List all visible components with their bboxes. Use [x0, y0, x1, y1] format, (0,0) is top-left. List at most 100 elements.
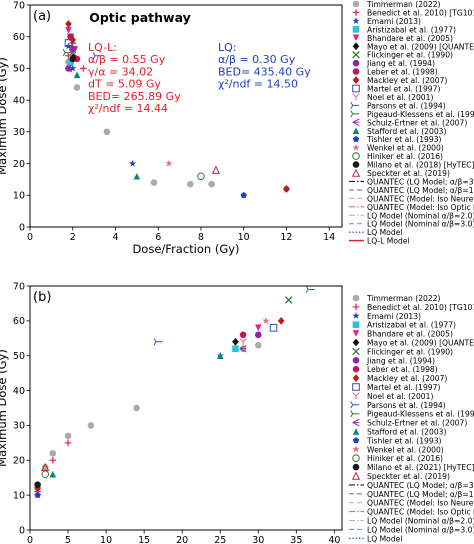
legend-marker — [350, 101, 360, 109]
data-point — [232, 337, 239, 346]
legend-marker — [352, 347, 360, 356]
data-point — [239, 338, 247, 346]
legend-marker — [352, 17, 360, 24]
legend-label: Flickinger et al. (1990) — [367, 347, 453, 356]
legend-label: LQ Model — [367, 228, 402, 237]
data-point — [133, 404, 140, 412]
legend-marker — [352, 68, 360, 75]
legend-marker — [352, 338, 360, 347]
legend-marker — [350, 410, 360, 418]
legend-marker — [352, 365, 360, 373]
legend-marker — [352, 59, 360, 67]
legend-label: Pigeaud-Klessens et al. (1992) — [367, 110, 474, 119]
lql-annotation: γ/α = 34.02 — [88, 65, 153, 78]
data-point — [49, 450, 57, 457]
legend-marker — [352, 463, 360, 471]
data-point — [133, 172, 141, 180]
legend-label: Stafford et al. (2003) — [367, 428, 446, 437]
legend-label: Wenkel et al. (2000) — [367, 445, 444, 454]
legend-label: QUANTEC (LQ Model; α/β=1.6) — [367, 186, 474, 195]
legend-label: QUANTEC (Model: Iso Optic RET) — [367, 203, 474, 212]
y-tick-label: 10 — [13, 490, 25, 501]
data-point — [65, 20, 72, 28]
panel-b: 0510152025303540010203040506070Number of… — [0, 281, 474, 544]
data-point — [41, 463, 49, 471]
x-tick-label: 2 — [70, 232, 76, 243]
data-point — [49, 456, 57, 464]
lql-annotation: α/β = 0.55 Gy — [88, 53, 166, 66]
legend-label: LQ Model (Nominal α/β=2.0) — [367, 211, 474, 220]
y-tick-label: 60 — [13, 316, 25, 327]
data-point — [92, 52, 102, 60]
data-point — [69, 64, 77, 72]
data-point — [49, 470, 57, 478]
data-point — [64, 439, 72, 447]
data-point — [254, 324, 262, 332]
lql-annotation: BED= 265.89 Gy — [88, 90, 181, 103]
legend-label: Noel et al. (2001) — [367, 93, 433, 102]
lq-annotation: LQ: — [218, 41, 237, 54]
legend-marker — [352, 34, 360, 42]
legend-label: LQ Model (Nominal α/β=2.0) — [367, 517, 474, 526]
data-point — [239, 344, 247, 353]
data-point — [239, 331, 247, 339]
legend-marker — [352, 127, 360, 135]
legend-marker — [352, 26, 360, 33]
data-point — [153, 338, 163, 346]
legend-marker — [352, 93, 360, 101]
data-point — [284, 296, 293, 304]
data-point — [41, 462, 50, 472]
lq-annotation: α/β = 0.30 Gy — [218, 53, 296, 66]
legend-label: Hiniker et al. (2016) — [367, 152, 443, 161]
legend-marker — [352, 418, 360, 427]
legend-marker — [352, 9, 360, 16]
legend-marker — [350, 401, 360, 409]
points-group — [62, 20, 290, 198]
x-axis-label: Dose/Fraction (Gy) — [132, 242, 239, 256]
points-group — [34, 285, 315, 499]
legend-marker — [352, 357, 360, 364]
legend-marker — [352, 135, 360, 142]
legend-marker — [352, 118, 360, 127]
data-point — [34, 481, 41, 488]
legend-label: Mackley et al. (2007) — [367, 374, 447, 383]
panel-label: (a) — [33, 9, 51, 24]
legend-label: Jiang et al. (1994) — [366, 59, 435, 68]
data-point — [197, 172, 205, 181]
legend-marker — [352, 143, 360, 151]
legend-label: Aristizabal et al. (1977) — [367, 25, 456, 34]
x-tick-label: 15 — [138, 535, 150, 544]
x-tick-label: 20 — [176, 535, 188, 544]
panel-label: (b) — [33, 290, 51, 305]
x-tick-label: 6 — [155, 232, 161, 243]
legend-label: Wenkel et al. (2000) — [367, 144, 444, 153]
x-tick-label: 30 — [252, 535, 264, 544]
legend-label: Jiang et al. (1994) — [366, 356, 435, 365]
plot-frame — [29, 285, 343, 531]
lql-annotation: χ²/ndf = 14.44 — [88, 102, 168, 115]
legend-label: Flickinger et al. (1990) — [367, 51, 453, 60]
legend-label: Leber et al. (1998) — [367, 365, 438, 374]
data-point — [208, 180, 215, 188]
legend-marker — [352, 428, 360, 435]
data-point — [240, 191, 247, 198]
x-tick-label: 25 — [214, 535, 226, 544]
legend-label: Hiniker et al. (2016) — [367, 454, 443, 463]
legend-label: LQ Model (Nominal α/β=3.0) — [367, 525, 474, 534]
legend-label: Timmerman (2022) — [366, 0, 441, 9]
legend-label: QUANTEC (Model: Iso Neuret (NSD)) — [367, 499, 474, 508]
x-tick-label: 0 — [27, 535, 33, 544]
legend-label: Mackley et al. (2007) — [367, 76, 447, 85]
x-tick-label: 8 — [198, 232, 204, 243]
data-point — [165, 159, 173, 167]
legend-label: Martel et al. (1997) — [367, 85, 440, 94]
lql-annotation: LQ-L: — [88, 41, 117, 54]
y-tick-label: 30 — [13, 421, 25, 432]
legend-label: QUANTEC (Model: Iso Optic RET) — [367, 508, 474, 517]
lq-annotation: BED= 435.40 Gy — [218, 65, 311, 78]
legend-label: Mayo et al. (2009) [QUANTEC] — [367, 42, 474, 51]
legend-marker — [352, 152, 360, 160]
y-tick-label: 70 — [13, 0, 25, 11]
legend-label: Leber et al. (1998) — [367, 68, 438, 77]
legend-marker — [351, 168, 361, 177]
